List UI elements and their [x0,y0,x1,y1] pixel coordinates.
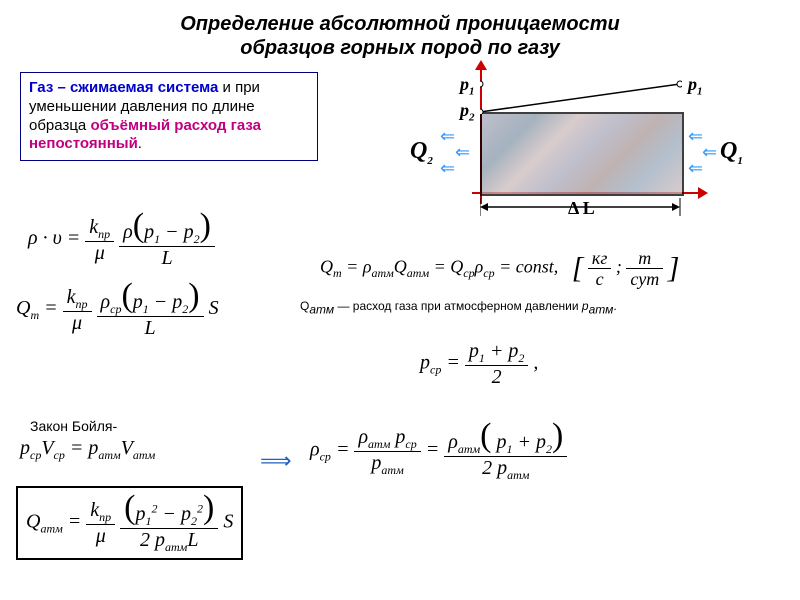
textbox-blue: Газ – сжимаемая система [29,79,218,96]
eq-Qatm-boxed: Qатм = knp μ (p12 − p22) 2 pатмL S [16,486,243,560]
flow-out-2: ⇐ [455,142,470,163]
flow-in-1: ⇐ [688,126,703,147]
page-title: Определение абсолютной проницаемости обр… [20,12,780,60]
lbl-p1-right: p1 [688,74,703,98]
rock-sample-diagram: p1 p2 p1 Q2 Q1 ⇐ ⇐ ⇐ ⇐ ⇐ ⇐ Δ L [380,70,760,220]
eq-Qm: Qm = knp μ ρcp(p1 − p2) L S [16,280,219,339]
rock-rect [480,112,684,196]
textbox-suffix: . [138,135,142,152]
lbl-Q2: Q2 [410,138,433,167]
lbl-dL: Δ L [568,198,595,219]
eq-Qm-const: Qm = ρатмQатм = Qcpρcp = const, [ кгс ; … [320,248,679,289]
intro-textbox: Газ – сжимаемая система и при уменьшении… [20,72,318,161]
eq-rho-v: ρ · υ = knp μ ρ(p1 − p2) L [28,210,215,269]
boyle-label: Закон Бойля- [30,418,117,434]
eq-rho-cp: ρcp = ρатм pcp pатм = ρатм( p1 + p2) 2 p… [310,420,567,482]
pressure-line [480,70,682,114]
flow-out-3: ⇐ [440,158,455,179]
flow-out-1: ⇐ [440,126,455,147]
lbl-p1-left: p1 [460,74,475,98]
flow-in-2: ⇐ [702,142,717,163]
lbl-p2: p2 [460,100,475,124]
title-line2: образцов горных пород по газу [240,37,559,59]
flow-in-3: ⇐ [688,158,703,179]
y-axis-arrow [475,60,487,70]
x-axis-arrow [698,187,708,199]
arrow-right-icon: ⟹ [260,448,292,474]
title-line1: Определение абсолютной проницаемости [180,13,620,35]
lbl-Q1: Q1 [720,138,743,167]
eq-pcp: pcp = p1 + p2 2 , [420,340,538,388]
qatm-note: Qатм — расход газа при атмосферном давле… [300,300,617,315]
eq-boyle: pcpVcp = pатмVатм [20,438,155,461]
